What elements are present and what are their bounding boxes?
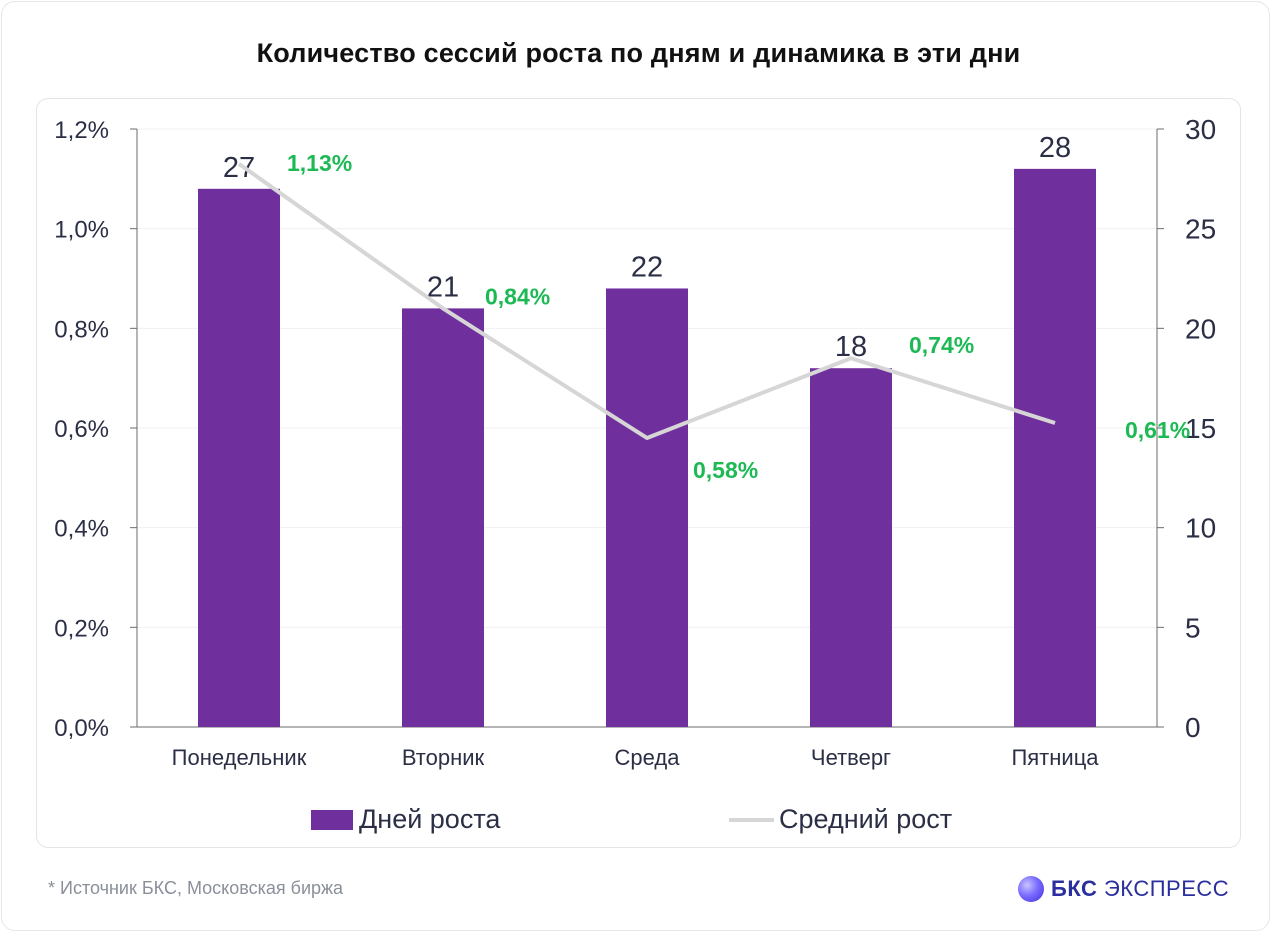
legend-label-bars: Дней роста	[359, 804, 501, 834]
chart-title: Количество сессий роста по дням и динами…	[256, 38, 1021, 68]
line-value-label: 0,61%	[1125, 417, 1190, 443]
y-left-tick-label: 1,2%	[54, 117, 109, 144]
bks-sphere-icon	[1018, 876, 1044, 902]
x-tick-label: Четверг	[811, 745, 891, 770]
y-left-tick-label: 0,2%	[54, 615, 109, 642]
bar	[1014, 168, 1096, 727]
line-value-label: 0,84%	[485, 283, 550, 309]
line-value-label: 1,13%	[287, 150, 352, 176]
legend-label-line: Средний рост	[779, 804, 952, 834]
x-tick-label: Пятница	[1011, 745, 1099, 770]
y-left-tick-label: 0,0%	[54, 715, 109, 742]
chart-panel: 0,0% 0,2% 0,4% 0,6% 0,8% 1,0% 1,2% 0 5 10 15 20 25 30…	[36, 98, 1241, 848]
bar	[810, 368, 892, 727]
y-right-tick-label: 0	[1185, 712, 1201, 743]
brand-logo-block[interactable]: БКС ЭКСПРЕСС	[1018, 873, 1229, 905]
y-left-tick-label: 1,0%	[54, 217, 109, 244]
bar	[402, 308, 484, 727]
x-tick-label: Вторник	[402, 745, 485, 770]
y-right-tick-label: 25	[1185, 214, 1216, 245]
legend-swatch-bars	[311, 810, 353, 830]
line-series-path	[237, 162, 1056, 440]
y-right-tick-label: 30	[1185, 114, 1216, 145]
y-right-tick-label: 20	[1185, 313, 1216, 344]
source-note: * Источник БКС, Московская биржа	[48, 878, 344, 898]
y-left-tick-label: 0,4%	[54, 516, 109, 543]
bar-value-label: 21	[427, 271, 459, 303]
bar	[606, 288, 688, 727]
brand-name-bold: БКС	[1051, 876, 1098, 901]
brand-name-light: ЭКСПРЕСС	[1097, 876, 1230, 901]
line-value-label: 0,74%	[909, 332, 974, 358]
bar-value-label: 27	[223, 152, 255, 184]
y-right-tick-label: 15	[1185, 413, 1216, 444]
y-right-tick-label: 10	[1185, 513, 1216, 544]
bar	[198, 188, 280, 728]
x-tick-label: Среда	[615, 745, 681, 770]
y-left-tick-label: 0,8%	[54, 316, 109, 343]
combo-chart: 0,0% 0,2% 0,4% 0,6% 0,8% 1,0% 1,2% 0 5 10 15 20 25 30…	[54, 114, 1216, 834]
y-right-tick-label: 5	[1185, 612, 1201, 643]
x-tick-label: Понедельник	[172, 745, 307, 770]
y-left-tick-label: 0,6%	[54, 416, 109, 443]
bar-value-label: 28	[1039, 132, 1071, 164]
bar-value-label: 22	[631, 251, 663, 283]
line-value-label: 0,58%	[693, 457, 758, 483]
brand-name: БКС ЭКСПРЕСС	[1051, 876, 1229, 902]
